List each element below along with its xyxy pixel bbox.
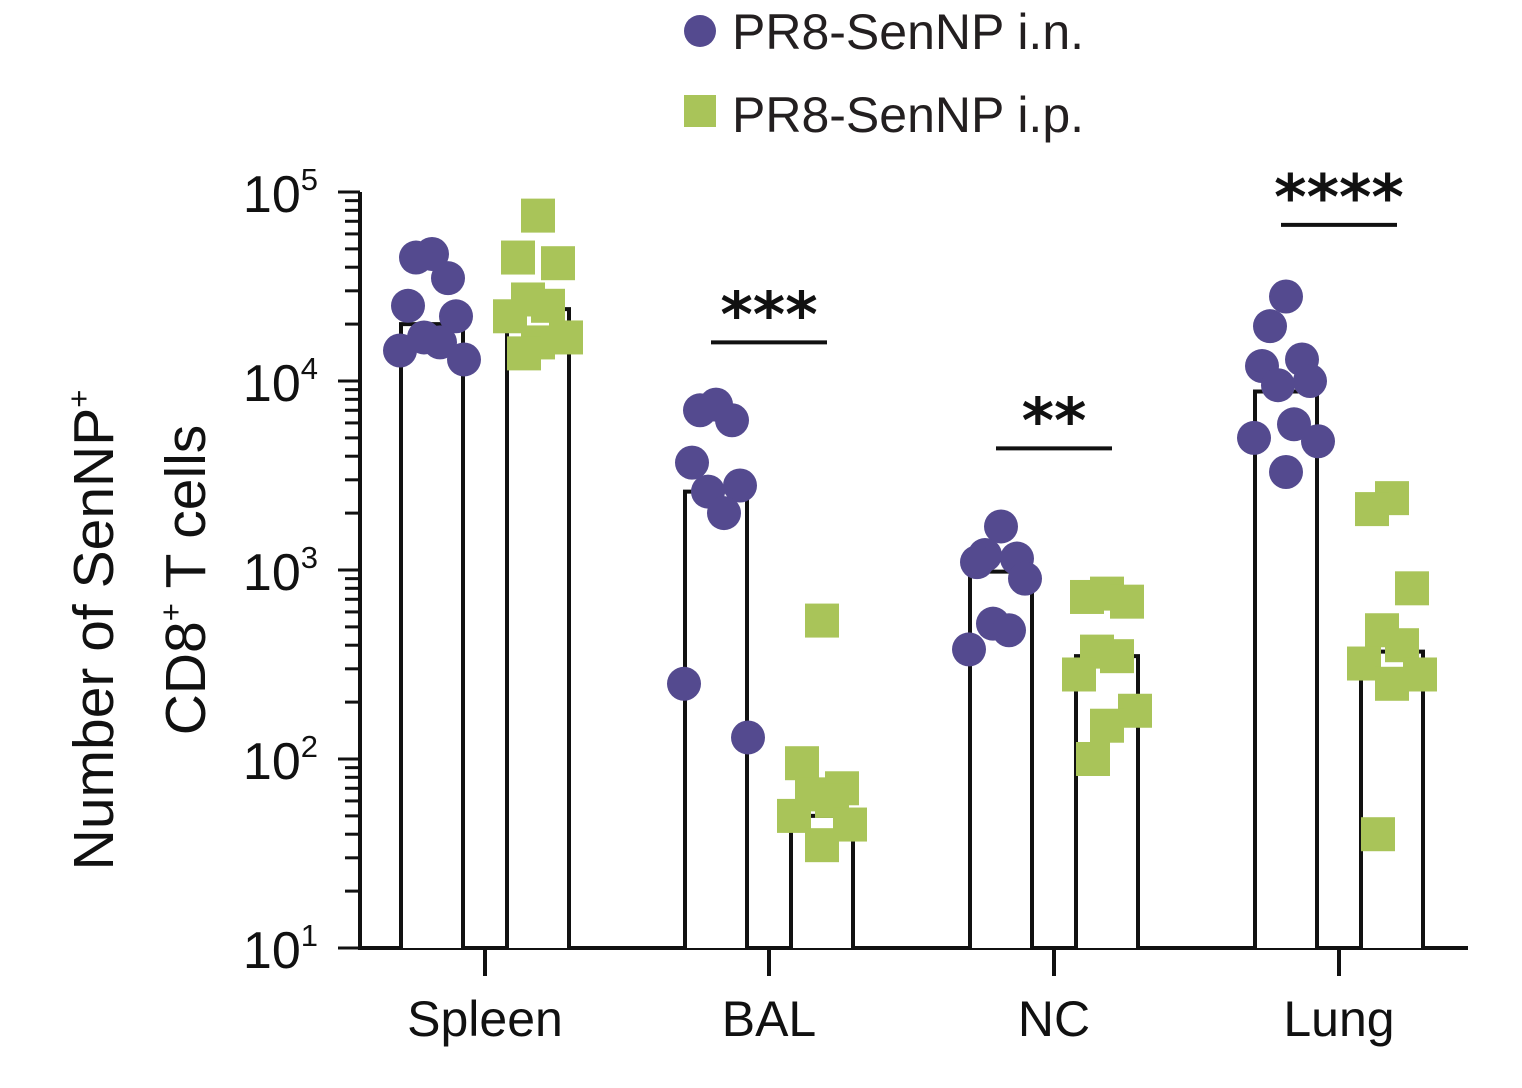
legend-marker-ip (684, 95, 716, 127)
data-point-square (1395, 571, 1429, 606)
data-point-circle (683, 393, 717, 428)
data-point-square (785, 746, 819, 781)
data-point-circle (723, 468, 757, 503)
data-point-square (1361, 817, 1395, 852)
data-point-circle (715, 403, 749, 438)
data-point-square (1110, 584, 1144, 619)
data-point-circle (707, 496, 741, 531)
data-point-square (1076, 742, 1110, 776)
data-point-square (501, 240, 535, 275)
data-point-square (1355, 492, 1389, 527)
data-point-circle (1277, 407, 1311, 442)
y-tick-label: 104 (243, 351, 318, 413)
data-point-circle (1269, 279, 1303, 314)
data-point-square (805, 828, 839, 863)
data-point-circle (439, 299, 473, 334)
data-point-square (1375, 666, 1409, 701)
data-point-circle (984, 509, 1018, 544)
legend-marker-in (684, 15, 716, 47)
data-point-circle (1237, 420, 1271, 455)
data-point-circle (1008, 561, 1042, 596)
data-point-circle (1269, 455, 1303, 490)
y-tick-label: 102 (243, 729, 318, 791)
data-point-circle (399, 240, 433, 275)
x-tick-label: NC (1018, 991, 1090, 1047)
data-point-circle (423, 325, 457, 360)
data-point-square (1100, 639, 1134, 674)
data-point-circle (383, 333, 417, 368)
y-axis-title-line2: CD8+ T cells (153, 425, 218, 736)
data-point-circle (431, 261, 465, 296)
data-point-square (531, 288, 565, 323)
legend: PR8-SenNP i.n. PR8-SenNP i.p. (684, 4, 1084, 143)
axes: 101 102 103 104 105 Spleen BAL NC Lung (243, 162, 1468, 1047)
y-axis-title-line1: Number of SenNP+ (61, 390, 126, 871)
data-point-circle (1301, 424, 1335, 459)
data-points (383, 198, 1437, 863)
y-tick-label: 105 (243, 162, 318, 224)
significance-label: **** (1274, 161, 1404, 234)
bar (505, 307, 571, 948)
data-point-square (1062, 657, 1096, 692)
data-point-square (805, 603, 839, 638)
data-point-circle (731, 720, 765, 755)
legend-label-ip: PR8-SenNP i.p. (732, 87, 1084, 143)
data-point-square (777, 798, 811, 833)
y-axis-title: Number of SenNP+ CD8+ T cells (61, 390, 218, 871)
bar (968, 569, 1034, 948)
data-point-circle (952, 632, 986, 667)
significance-label: *** (720, 278, 817, 351)
significance-label: ** (1022, 384, 1087, 457)
data-point-square (521, 198, 555, 233)
data-point-square (1385, 628, 1419, 663)
bars (399, 307, 1425, 948)
legend-label-in: PR8-SenNP i.n. (732, 4, 1084, 60)
data-point-square (1070, 579, 1104, 614)
data-point-circle (992, 613, 1026, 648)
data-point-circle (1293, 364, 1327, 398)
data-point-circle (447, 342, 481, 377)
x-tick-label: Lung (1283, 991, 1394, 1047)
data-point-square (507, 336, 541, 371)
x-tick-label: Spleen (407, 991, 563, 1047)
bar (683, 489, 749, 948)
data-point-circle (675, 445, 709, 480)
data-point-square (541, 246, 575, 281)
x-tick-label: BAL (722, 991, 817, 1047)
data-point-circle (960, 545, 994, 580)
data-point-square (1090, 708, 1124, 743)
y-tick-label: 101 (243, 918, 318, 980)
significance-annotations: ********* (711, 161, 1404, 457)
data-point-circle (667, 666, 701, 701)
data-point-circle (1253, 309, 1287, 344)
bar (399, 322, 465, 948)
data-point-circle (1261, 368, 1295, 403)
data-point-circle (391, 288, 425, 323)
y-tick-label: 103 (243, 540, 318, 602)
